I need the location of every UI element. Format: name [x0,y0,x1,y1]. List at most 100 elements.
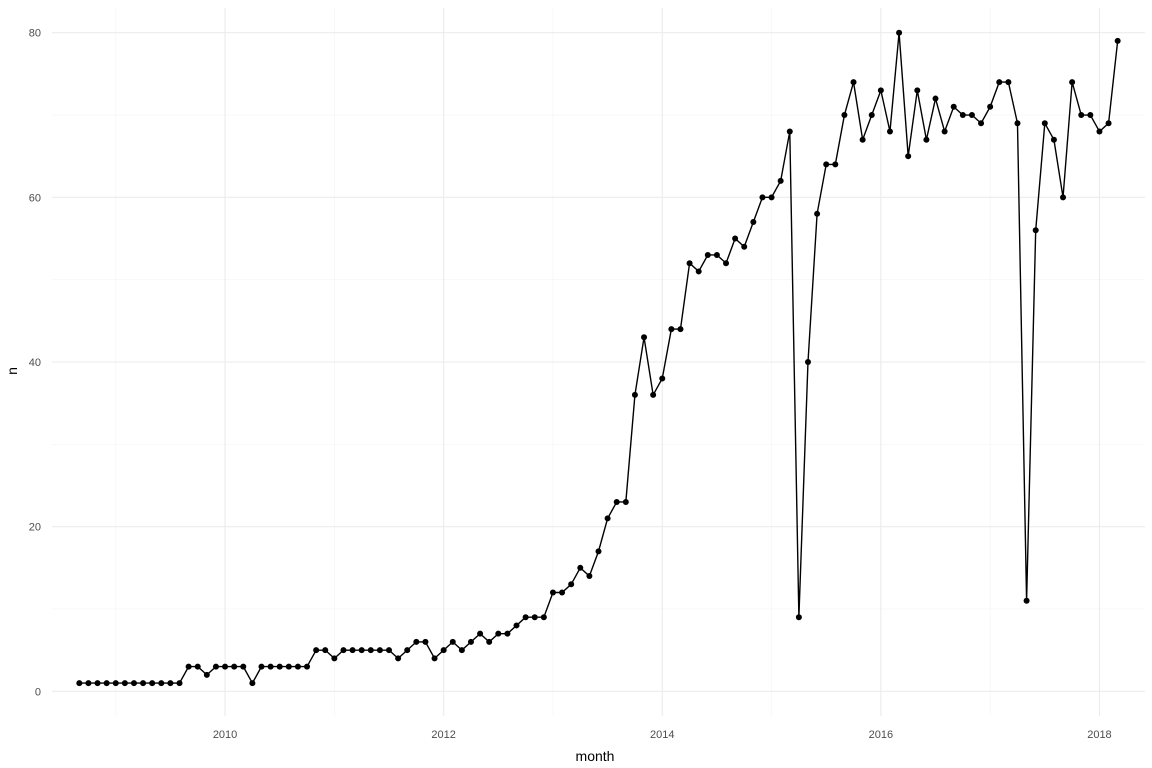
data-point [886,128,893,135]
x-tick-label: 2012 [431,729,455,741]
data-point [850,79,857,86]
data-point [777,177,784,184]
data-point [203,671,210,678]
data-point [823,161,830,168]
data-point [331,655,338,662]
data-point [595,548,602,555]
y-tick-label: 60 [29,192,41,204]
data-point [1105,120,1112,127]
data-point [987,103,994,110]
data-point [140,680,147,687]
data-point [76,680,83,687]
data-point [194,663,201,670]
x-tick-label: 2014 [650,729,674,741]
data-point [94,680,101,687]
data-point [276,663,283,670]
y-axis-tick-labels: 0 20 40 60 80 [29,28,41,699]
y-tick-label: 40 [29,357,41,369]
data-point [349,647,356,654]
data-point [431,655,438,662]
data-point [650,391,657,398]
data-point [486,638,493,645]
data-point [932,95,939,102]
data-point [212,663,219,670]
data-point [413,638,420,645]
data-point [586,573,593,580]
data-point [313,647,320,654]
data-point [121,680,128,687]
data-point [905,153,912,160]
data-point [741,243,748,250]
data-point [950,103,957,110]
data-point [1096,128,1103,135]
major-gridlines [52,8,1145,716]
data-point [968,112,975,119]
data-point [149,680,156,687]
data-point [868,112,875,119]
data-point [504,630,511,637]
data-point [641,334,648,341]
data-point [841,112,848,119]
data-point [559,589,566,596]
data-point [1078,112,1085,119]
data-point [877,87,884,94]
data-point [531,614,538,621]
data-point [285,663,292,670]
data-point [814,210,821,217]
x-axis-tick-labels: 2010 2012 2014 2016 2018 [213,729,1112,741]
data-point [522,614,529,621]
data-point [267,663,274,670]
series-group [76,29,1121,687]
x-axis-title: month [576,748,615,764]
data-point [759,194,766,201]
x-tick-label: 2016 [869,729,893,741]
data-point [832,161,839,168]
data-point [1087,112,1094,119]
data-point [404,647,411,654]
data-point [304,663,311,670]
data-point [978,120,985,127]
data-point [258,663,265,670]
data-point [914,87,921,94]
data-point [1060,194,1067,201]
data-point [568,581,575,588]
data-point [440,647,447,654]
data-point [713,251,720,258]
data-point [185,663,192,670]
data-point [604,515,611,522]
data-point [477,630,484,637]
data-point [686,260,693,267]
data-point [577,564,584,571]
data-point [1114,37,1121,44]
data-point [959,112,966,119]
data-point [367,647,374,654]
data-point [613,498,620,505]
data-point [395,655,402,662]
data-point [923,136,930,143]
y-tick-label: 20 [29,522,41,534]
data-point [1014,120,1021,127]
data-point [804,359,811,365]
data-point [386,647,393,654]
data-point [896,29,903,36]
data-point [540,614,547,621]
data-point [668,326,675,333]
data-point [85,680,92,687]
data-point [322,647,329,654]
data-point [859,136,866,143]
data-point [513,622,520,629]
data-point [222,663,229,670]
data-point [1005,79,1012,86]
y-tick-label: 0 [35,686,41,698]
y-axis-title: n [4,367,20,375]
data-point [1041,120,1048,127]
data-point [1069,79,1076,86]
data-point [340,647,347,654]
data-point [422,638,429,645]
data-point [167,680,174,687]
data-point [768,194,775,201]
data-point [176,680,183,687]
data-point [622,498,629,505]
data-point [240,663,247,670]
